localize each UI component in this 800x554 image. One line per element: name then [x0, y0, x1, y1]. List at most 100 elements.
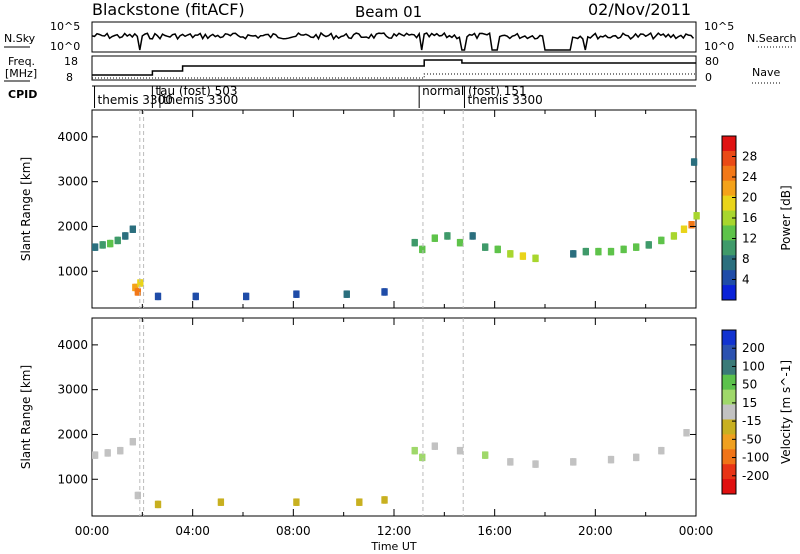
cpid-entry: themis 3300: [98, 93, 173, 107]
data-cell: [633, 243, 637, 251]
data-cell: [696, 212, 700, 220]
data-cell: [611, 455, 615, 463]
y-tick-label: 1000: [57, 472, 88, 486]
freq-tick-bottom: 8: [66, 71, 73, 84]
beam-title: Beam 01: [355, 3, 422, 21]
x-axis-label: Time UT: [370, 540, 416, 553]
data-cell: [444, 232, 448, 240]
data-cell: [573, 250, 577, 258]
y-axis-label: Slant Range [km]: [19, 365, 33, 469]
colorbar-swatch: [722, 389, 736, 406]
data-cell: [607, 247, 611, 255]
data-cell: [690, 221, 694, 229]
nsky-panel: N.Sky 10^5 10^0 10^5 10^0 N.Search: [4, 20, 797, 53]
data-cell: [688, 221, 692, 229]
station-title: Blackstone (fitACF): [92, 0, 245, 19]
data-cell: [633, 453, 637, 461]
x-tick-label: 00:00: [679, 524, 714, 538]
data-cell: [609, 455, 613, 463]
data-cell: [670, 232, 674, 240]
data-cell: [356, 498, 360, 506]
y-axis-label: Slant Range [km]: [19, 157, 33, 261]
colorbar-swatch: [722, 344, 736, 361]
data-cell: [413, 238, 417, 246]
cpid-entry: tau (fost) 503: [155, 84, 237, 98]
data-cell: [129, 225, 133, 233]
data-cell: [510, 250, 514, 258]
data-cell: [104, 449, 108, 457]
freq-panel: Freq. [MHz] 18 8 80 0 Nave: [4, 55, 780, 84]
data-cell: [384, 288, 388, 296]
colorbar-swatch: [722, 419, 736, 435]
data-cell: [456, 238, 460, 246]
data-cell: [622, 245, 626, 253]
data-cell: [431, 442, 435, 450]
data-cell: [659, 446, 663, 454]
data-cell: [494, 245, 498, 253]
data-cell: [156, 500, 160, 508]
data-cell: [685, 429, 689, 437]
data-cell: [534, 460, 538, 468]
data-cell: [293, 498, 297, 506]
velocity-panel: 1000 2000 3000 4000 Slant Range [km]: [19, 317, 697, 517]
data-cell: [244, 292, 248, 300]
data-cell: [156, 292, 160, 300]
data-cell: [523, 252, 527, 260]
data-cell: [695, 212, 699, 220]
data-cell: [519, 252, 523, 260]
colorbar-tick: -200: [742, 469, 769, 483]
data-cell: [117, 236, 121, 244]
data-cell: [101, 241, 105, 249]
colorbar-swatch: [722, 404, 736, 420]
data-cell: [510, 458, 514, 466]
data-cell: [485, 451, 489, 459]
data-cell: [634, 243, 638, 251]
data-cell: [296, 290, 300, 298]
data-cell: [571, 458, 575, 466]
nsky-right-tick-top: 10^5: [704, 20, 734, 33]
colorbar-tick: -15: [742, 414, 762, 428]
data-cell: [694, 158, 698, 166]
data-cell: [420, 453, 424, 461]
y-tick-label: 3000: [57, 383, 88, 397]
data-cell: [192, 292, 196, 300]
colorbar-tick: 24: [742, 170, 757, 184]
data-cell: [645, 241, 649, 249]
data-cell: [154, 292, 158, 300]
freq-label-line1: Freq.: [8, 55, 35, 68]
data-cell: [611, 247, 615, 255]
data-cell: [507, 250, 511, 258]
data-cell: [118, 446, 122, 454]
data-cell: [636, 453, 640, 461]
data-cell: [357, 498, 361, 506]
x-tick-label: 16:00: [477, 524, 512, 538]
data-cell: [585, 247, 589, 255]
colorbar-swatch: [722, 464, 736, 480]
colorbar-swatch: [722, 434, 736, 450]
data-cell: [433, 442, 437, 450]
cpid-entry: themis 3300: [163, 93, 238, 107]
data-cell: [534, 254, 538, 262]
nsky-right-tick-bottom: 10^0: [704, 40, 734, 53]
data-cell: [131, 437, 135, 445]
data-cell: [134, 491, 138, 499]
data-cell: [582, 247, 586, 255]
x-tick-label: 00:00: [75, 524, 110, 538]
data-cell: [95, 243, 99, 251]
data-cell: [460, 238, 464, 246]
data-cell: [296, 498, 300, 506]
colorbar-tick: 28: [742, 150, 757, 164]
data-cell: [158, 292, 162, 300]
data-cell: [434, 442, 438, 450]
colorbar-swatch: [722, 255, 736, 271]
data-cell: [471, 232, 475, 240]
data-cell: [137, 288, 141, 296]
data-cell: [661, 446, 665, 454]
data-cell: [381, 288, 385, 296]
colorbar-tick: 4: [742, 273, 750, 287]
data-cell: [93, 451, 97, 459]
power-colorbar: 28 24 20 16 12 8 4 Power [dB]: [721, 135, 793, 301]
data-cell: [243, 292, 246, 300]
colorbar-swatch: [722, 359, 736, 376]
freq-tick-top: 18: [64, 55, 78, 68]
